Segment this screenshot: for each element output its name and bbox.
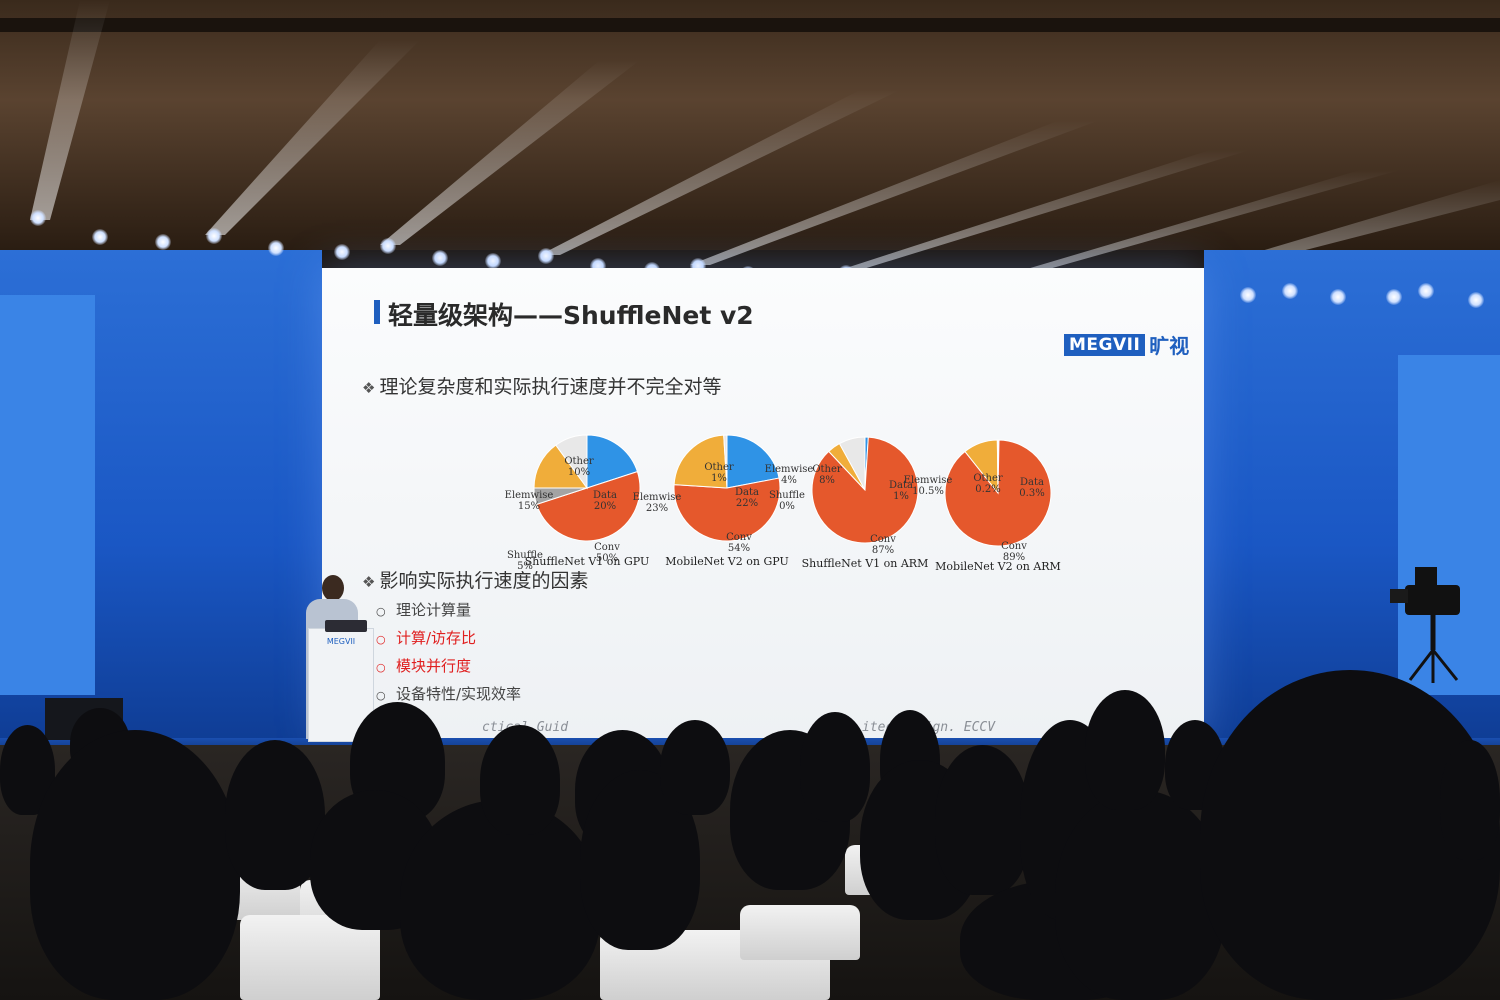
pie-label: Data 20% bbox=[593, 490, 617, 512]
pie-label: Conv 87% bbox=[870, 534, 896, 556]
chart-caption: MobileNet V2 on GPU bbox=[665, 555, 788, 568]
bullet-text: 理论复杂度和实际执行速度并不完全对等 bbox=[379, 376, 721, 398]
stage-light bbox=[538, 248, 554, 264]
bullet-complexity: ❖ 理论复杂度和实际执行速度并不完全对等 bbox=[362, 372, 721, 399]
light-beam bbox=[540, 90, 900, 255]
stage-light bbox=[268, 240, 284, 256]
audience-head bbox=[1440, 740, 1500, 860]
pie-label: Conv 54% bbox=[726, 532, 752, 554]
light-beam bbox=[380, 60, 640, 245]
factor-text: 设备特性/实现效率 bbox=[396, 685, 521, 703]
bullet-text: 影响实际执行速度的因素 bbox=[379, 570, 588, 592]
pie-label: Data 22% bbox=[735, 487, 759, 509]
diamond-bullet-icon: ❖ bbox=[362, 379, 375, 397]
audience-head bbox=[1085, 690, 1165, 810]
stage-light bbox=[1468, 292, 1484, 308]
light-beam bbox=[205, 40, 420, 235]
pie-label: Other 10% bbox=[564, 456, 594, 478]
stage-light bbox=[1240, 287, 1256, 303]
video-camera-icon bbox=[1385, 565, 1485, 685]
light-beam bbox=[690, 120, 1100, 265]
audience-head bbox=[30, 730, 240, 1000]
stage-light bbox=[485, 253, 501, 269]
factor-item: ○ 理论计算量 bbox=[376, 599, 471, 620]
pie-label: Data 0.3% bbox=[1019, 477, 1044, 499]
speaker-head bbox=[322, 575, 344, 601]
stage-light bbox=[92, 229, 108, 245]
circle-bullet-icon: ○ bbox=[376, 605, 390, 618]
slide-title: 轻量级架构——ShuffleNet v2 bbox=[388, 296, 754, 332]
circle-bullet-icon: ○ bbox=[376, 633, 390, 646]
stage-light bbox=[155, 234, 171, 250]
podium-sign: MEGVII bbox=[309, 637, 373, 646]
presentation-slide: 轻量级架构——ShuffleNet v2 MEGVII 旷视 ❖ 理论复杂度和实际… bbox=[322, 268, 1204, 740]
led-screen-left-panel bbox=[0, 295, 95, 695]
pie-label: Elemwise 23% bbox=[633, 492, 682, 514]
circle-bullet-icon: ○ bbox=[376, 689, 390, 702]
stage-light bbox=[1330, 289, 1346, 305]
light-beam bbox=[840, 150, 1250, 270]
audience-head bbox=[935, 745, 1030, 895]
logo-cn: 旷视 bbox=[1149, 330, 1189, 359]
stage-light bbox=[1386, 289, 1402, 305]
megvii-logo: MEGVII 旷视 bbox=[1064, 330, 1189, 359]
audience-head bbox=[800, 712, 870, 822]
factor-item: ○ 设备特性/实现效率 bbox=[376, 683, 521, 704]
logo-brand: MEGVII bbox=[1064, 334, 1145, 356]
factor-item: ○ 模块并行度 bbox=[376, 655, 471, 676]
circle-bullet-icon: ○ bbox=[376, 661, 390, 674]
title-accent-bar bbox=[374, 300, 380, 324]
stage-light bbox=[380, 238, 396, 254]
pie-label: Other 0.2% bbox=[973, 473, 1003, 495]
audience-head bbox=[660, 720, 730, 815]
audience-head bbox=[480, 725, 560, 835]
factor-text: 计算/访存比 bbox=[396, 629, 476, 647]
laptop bbox=[325, 620, 367, 632]
stage-light bbox=[206, 228, 222, 244]
chair bbox=[740, 905, 860, 960]
pie-charts: Data 20%Conv 50%Shuffle 5%Elemwise 15%Other 1… bbox=[322, 406, 1204, 591]
factor-text: 模块并行度 bbox=[396, 657, 471, 675]
stage-light bbox=[432, 250, 448, 266]
stage-light bbox=[30, 210, 46, 226]
stage-light bbox=[1282, 283, 1298, 299]
stage-light bbox=[334, 244, 350, 260]
chart-caption: MobileNet V2 on ARM bbox=[935, 560, 1061, 573]
stage-light bbox=[1418, 283, 1434, 299]
factor-text: 理论计算量 bbox=[396, 601, 471, 619]
light-beam bbox=[30, 0, 110, 220]
diamond-bullet-icon: ❖ bbox=[362, 573, 375, 591]
factor-item: ○ 计算/访存比 bbox=[376, 627, 476, 648]
chart-caption: ShuffleNet V1 on ARM bbox=[802, 557, 929, 570]
bullet-factors: ❖ 影响实际执行速度的因素 bbox=[362, 566, 588, 593]
